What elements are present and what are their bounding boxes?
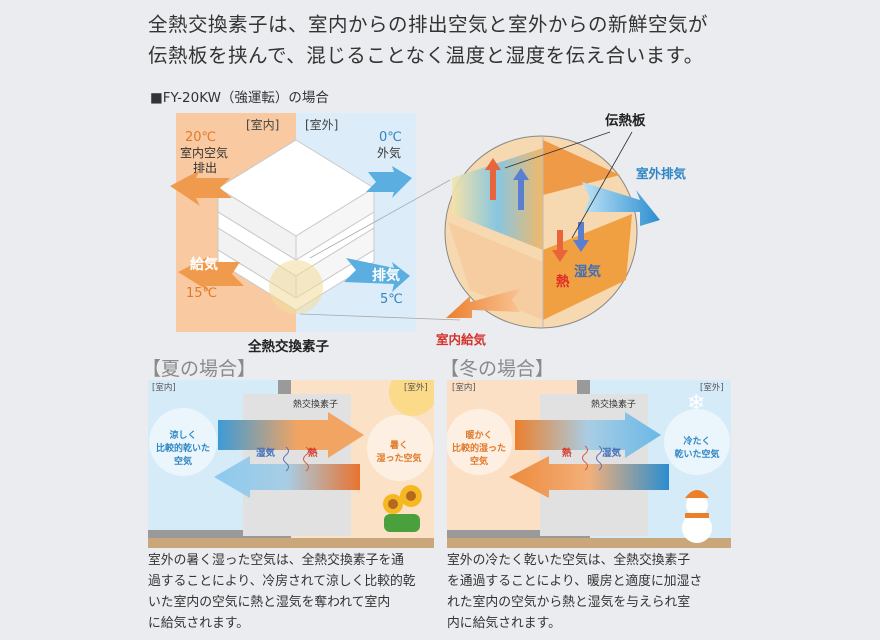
exhaust-arrow-indoor: [170, 170, 232, 206]
heat-wave-icon: [582, 445, 588, 471]
diagram-subtitle: ■FY-20KW（強運転）の場合: [150, 90, 329, 106]
outdoor-exhaust-label: 室外排気: [636, 166, 687, 181]
sun-icon: [389, 380, 434, 416]
winter-heat: 熱: [562, 448, 572, 459]
heat-exchanger-diagram: [170, 113, 660, 332]
intro-line-1: 全熱交換素子は、室内からの排出空気と室外からの新鮮空気が: [148, 13, 709, 36]
winter-description: 室外の冷たく乾いた空気は、全熱交換素子 を通過することにより、暖房と適度に加湿さ…: [447, 550, 742, 634]
winter-outside-air-2: 乾いた空気: [674, 450, 720, 460]
exhaust-in-label-2: 排出: [193, 161, 218, 175]
outside-air-arrow: [366, 166, 412, 198]
indoor-supply-arrow: [446, 288, 522, 318]
winter-outside-bubble: [664, 409, 730, 475]
winter-outdoor: [室外]: [700, 383, 724, 393]
winter-element: 熱交換素子: [591, 400, 637, 410]
summer-illustration: [148, 380, 434, 548]
winter-indoor: [室内]: [452, 383, 476, 393]
magnified-plate-circle: [444, 135, 638, 329]
summer-outside-air-1: 暑く: [389, 441, 408, 451]
summer-exhaust-arrow: [214, 456, 360, 498]
summer-desc-line: 室外の暑く湿った空気は、全熱交換素子を通: [148, 553, 404, 568]
summer-moisture: 湿気: [256, 448, 276, 459]
intro-line-2: 伝熱板を挟んで、混じることなく温度と湿度を伝え合います。: [148, 44, 704, 67]
winter-inside-air: 暖かく 比較的湿った 空気: [446, 430, 512, 469]
outside-air-label: 外気: [377, 146, 402, 160]
supply-arrow: [178, 256, 244, 292]
plate-label: 伝熱板: [605, 113, 646, 129]
supply-label: 給気: [190, 257, 218, 273]
winter-moisture: 湿気: [602, 448, 622, 459]
exhaust-in-label: 室内空気: [180, 146, 229, 160]
summer-inside-air-2: 比較的乾いた: [155, 444, 210, 454]
summer-heat: 熱: [308, 448, 318, 459]
summer-outside-bubble: [367, 415, 433, 481]
summer-desc-line: に給気されます。: [148, 616, 250, 631]
plate-pointer-line: [504, 131, 611, 169]
summer-desc-line: 過することにより、冷房されて涼しく比較的乾: [148, 574, 416, 589]
winter-inside-air-2: 比較的湿った: [451, 444, 506, 454]
summer-indoor: [室内]: [152, 383, 176, 393]
moisture-down-arrow: [573, 222, 589, 252]
heat-down-arrow: [552, 230, 568, 262]
indoor-label: [室内]: [246, 118, 280, 132]
summer-outside-air-2: 湿った空気: [376, 454, 422, 464]
winter-title: 【冬の場合】: [440, 358, 555, 380]
winter-inside-air-1: 暖かく: [465, 431, 493, 441]
heat-label: 熱: [556, 274, 570, 290]
supply-temp: 15℃: [186, 286, 218, 301]
winter-inside-air-3: 空気: [469, 457, 488, 467]
winter-inside-bubble: [447, 409, 512, 475]
summer-intake-arrow: [218, 412, 364, 458]
moisture-wave-icon: [283, 446, 289, 472]
exhaust-in-temp: 20℃: [185, 130, 217, 145]
heat-wave-icon: [303, 446, 309, 472]
outdoor-label: [室外]: [305, 118, 339, 132]
summer-inside-air-1: 涼しく: [169, 431, 197, 441]
exhaust-temp: 5℃: [380, 292, 403, 307]
summer-inside-air-3: 空気: [173, 457, 192, 467]
sunflower-icon: [383, 485, 422, 532]
winter-outside-air-1: 冷たく: [683, 437, 711, 447]
winter-desc-line: 内に給気されます。: [447, 616, 561, 631]
winter-exhaust-arrow: [509, 456, 669, 498]
outside-temp: 0℃: [379, 130, 402, 145]
outdoor-exhaust-arrow: [582, 182, 660, 226]
winter-intake-arrow: [515, 412, 661, 458]
winter-outside-air: 冷たく 乾いた空気: [664, 436, 730, 462]
winter-illustration: ❄: [447, 380, 731, 548]
summer-inside-bubble: [149, 408, 217, 476]
indoor-supply-label: 室内給気: [436, 332, 487, 347]
exhaust-label: 排気: [372, 268, 400, 284]
exhaust-arrow-outdoor: [344, 258, 410, 292]
winter-desc-line: を通過することにより、暖房と適度に加湿さ: [447, 574, 703, 589]
summer-description: 室外の暑く湿った空気は、全熱交換素子を通 過することにより、冷房されて涼しく比較…: [148, 550, 443, 634]
heat-up-arrow: [485, 158, 501, 200]
moisture-label: 湿気: [574, 264, 601, 280]
element-label: 全熱交換素子: [248, 339, 329, 355]
summer-title: 【夏の場合】: [142, 358, 257, 380]
heat-exchange-element-illustration: [217, 139, 375, 311]
moisture-wave-icon: [596, 445, 602, 471]
snowman-icon: [682, 490, 712, 543]
summer-desc-line: いた室内の空気に熱と湿気を奪われて室内: [148, 595, 391, 610]
summer-element: 熱交換素子: [293, 400, 339, 410]
summer-outdoor: [室外]: [404, 383, 428, 393]
moisture-up-arrow: [513, 168, 529, 210]
zoom-focus-circle: [269, 260, 323, 314]
summer-inside-air: 涼しく 比較的乾いた 空気: [150, 430, 216, 469]
winter-desc-line: れた室内の空気から熱と湿気を与えられ室: [447, 595, 691, 610]
summer-outside-air: 暑く 湿った空気: [366, 440, 432, 466]
winter-desc-line: 室外の冷たく乾いた空気は、全熱交換素子: [447, 553, 691, 568]
